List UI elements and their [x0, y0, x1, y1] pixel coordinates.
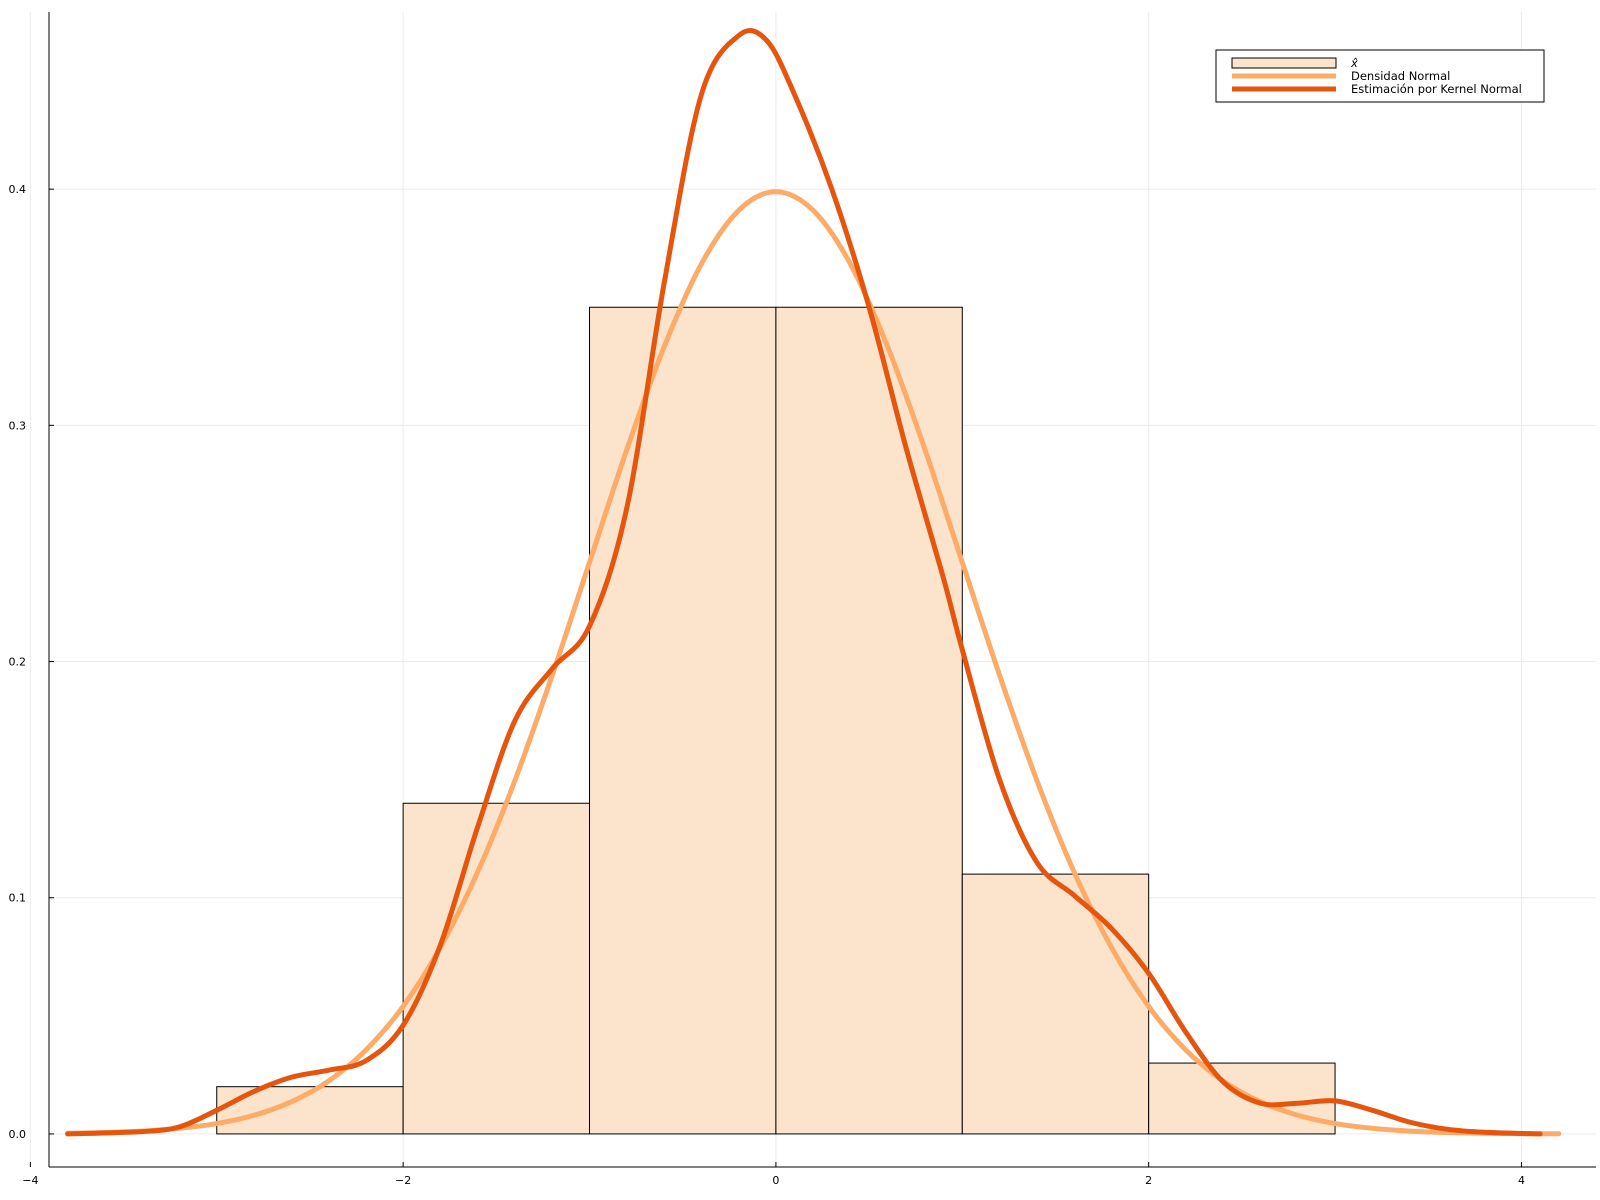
line-kernel-normal: [65, 28, 1543, 1137]
histogram-bar: [589, 306, 777, 1135]
legend-swatch-histogram: [1231, 57, 1337, 69]
histogram-bar: [961, 873, 1150, 1135]
y-tick-label: 0.4: [9, 183, 27, 196]
histogram: [216, 306, 1336, 1135]
x-tick-label: −2: [395, 1174, 411, 1187]
line-densidad-normal: [65, 189, 1562, 1137]
histogram-bar: [402, 802, 591, 1135]
y-tick-label: 0.1: [9, 892, 27, 905]
legend-label-densidad-normal: Densidad Normal: [1351, 69, 1450, 83]
x-tick-label: 4: [1518, 1174, 1525, 1187]
y-tick-label: 0.0: [9, 1128, 27, 1141]
x-tick-label: 0: [772, 1174, 779, 1187]
x-tick-label: −4: [22, 1174, 38, 1187]
x-tick-label: 2: [1145, 1174, 1152, 1187]
legend: x̂ Densidad Normal Estimación por Kernel…: [1215, 49, 1545, 103]
y-tick-label: 0.3: [9, 419, 27, 432]
legend-label-kernel: Estimación por Kernel Normal: [1351, 82, 1522, 96]
density-lines: [65, 28, 1562, 1137]
y-tick-label: 0.2: [9, 656, 27, 669]
legend-label-histogram: x̂: [1350, 56, 1358, 70]
histogram-bar: [1148, 1062, 1336, 1135]
axes: −4 −2 0 2 4 0.0 0.1 0.2 0.3 0.4: [9, 12, 1596, 1187]
histogram-bar: [775, 306, 963, 1135]
